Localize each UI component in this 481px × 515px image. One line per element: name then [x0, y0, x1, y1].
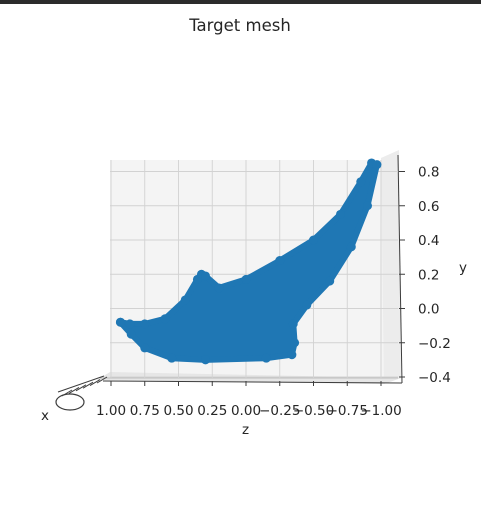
y-tick-label: −0.2	[418, 336, 451, 352]
mesh-point	[261, 353, 271, 363]
x-tick-mark	[75, 384, 87, 392]
mesh-points	[115, 158, 382, 365]
mesh-point	[160, 314, 170, 324]
top-bar	[0, 0, 481, 4]
mesh-point	[336, 209, 345, 219]
mesh-point	[290, 338, 300, 348]
mesh-point	[126, 329, 136, 339]
z-tick-label: 0.00	[231, 403, 261, 419]
mesh-point	[372, 160, 382, 170]
z-axis-ticks: 1.00 0.75 0.50 0.25 0.00−0.25−0.50−0.75−1.00	[96, 381, 402, 419]
y-tick-label: 0.4	[418, 233, 439, 249]
z-axis-line	[102, 380, 403, 384]
y-tick-label: 0.2	[418, 267, 439, 283]
x-axis-line	[57, 375, 105, 393]
mesh-point	[356, 177, 366, 187]
mesh-point	[201, 271, 210, 281]
mesh-point	[201, 355, 210, 365]
y-tick-label: 0.8	[418, 165, 439, 181]
side-pane	[381, 150, 401, 384]
y-axis-label: y	[459, 260, 467, 276]
z-tick-label: 0.75	[130, 403, 160, 419]
x-tick-label-cluster	[55, 393, 85, 411]
x-tick-mark	[96, 376, 108, 384]
mesh-point	[167, 353, 177, 363]
mesh-point	[363, 201, 372, 211]
x-axis-stub	[55, 375, 108, 411]
y-axis-ticks: 0.8 0.6 0.4 0.2 0.0 −0.2 −0.4	[399, 165, 451, 386]
mesh-point	[302, 300, 312, 310]
mesh-point	[309, 235, 318, 245]
mesh-point	[346, 242, 356, 252]
mesh-point	[287, 350, 297, 360]
z-tick-label: 1.00	[96, 403, 126, 419]
mesh-point	[125, 319, 135, 329]
z-tick-label: −0.75	[327, 403, 368, 419]
mesh-point	[140, 319, 150, 329]
mesh-point	[275, 256, 285, 266]
mesh-point	[288, 319, 298, 329]
y-axis-line	[397, 154, 403, 384]
z-tick-label: 0.25	[197, 403, 227, 419]
mesh-point	[214, 283, 224, 293]
z-tick-label: −0.50	[293, 403, 334, 419]
mesh-point	[115, 317, 125, 327]
z-axis-label: z	[242, 422, 249, 438]
z-tick-label: −0.25	[259, 403, 300, 419]
z-tick-label: −1.00	[360, 403, 401, 419]
x-tick-mark	[82, 381, 94, 389]
mesh-point	[325, 276, 335, 286]
z-tick-label: 0.50	[163, 403, 193, 419]
y-tick-label: −0.4	[418, 370, 451, 386]
x-tick-mark	[89, 379, 101, 387]
chart-title: Target mesh	[188, 16, 291, 35]
mesh-point	[140, 343, 150, 353]
mesh-point	[180, 295, 190, 305]
y-tick-label: 0.0	[418, 302, 439, 318]
y-tick-label: 0.6	[418, 199, 439, 215]
x-axis-label: x	[41, 408, 49, 424]
x-tick-mark	[68, 386, 80, 394]
mesh-point	[241, 274, 251, 284]
